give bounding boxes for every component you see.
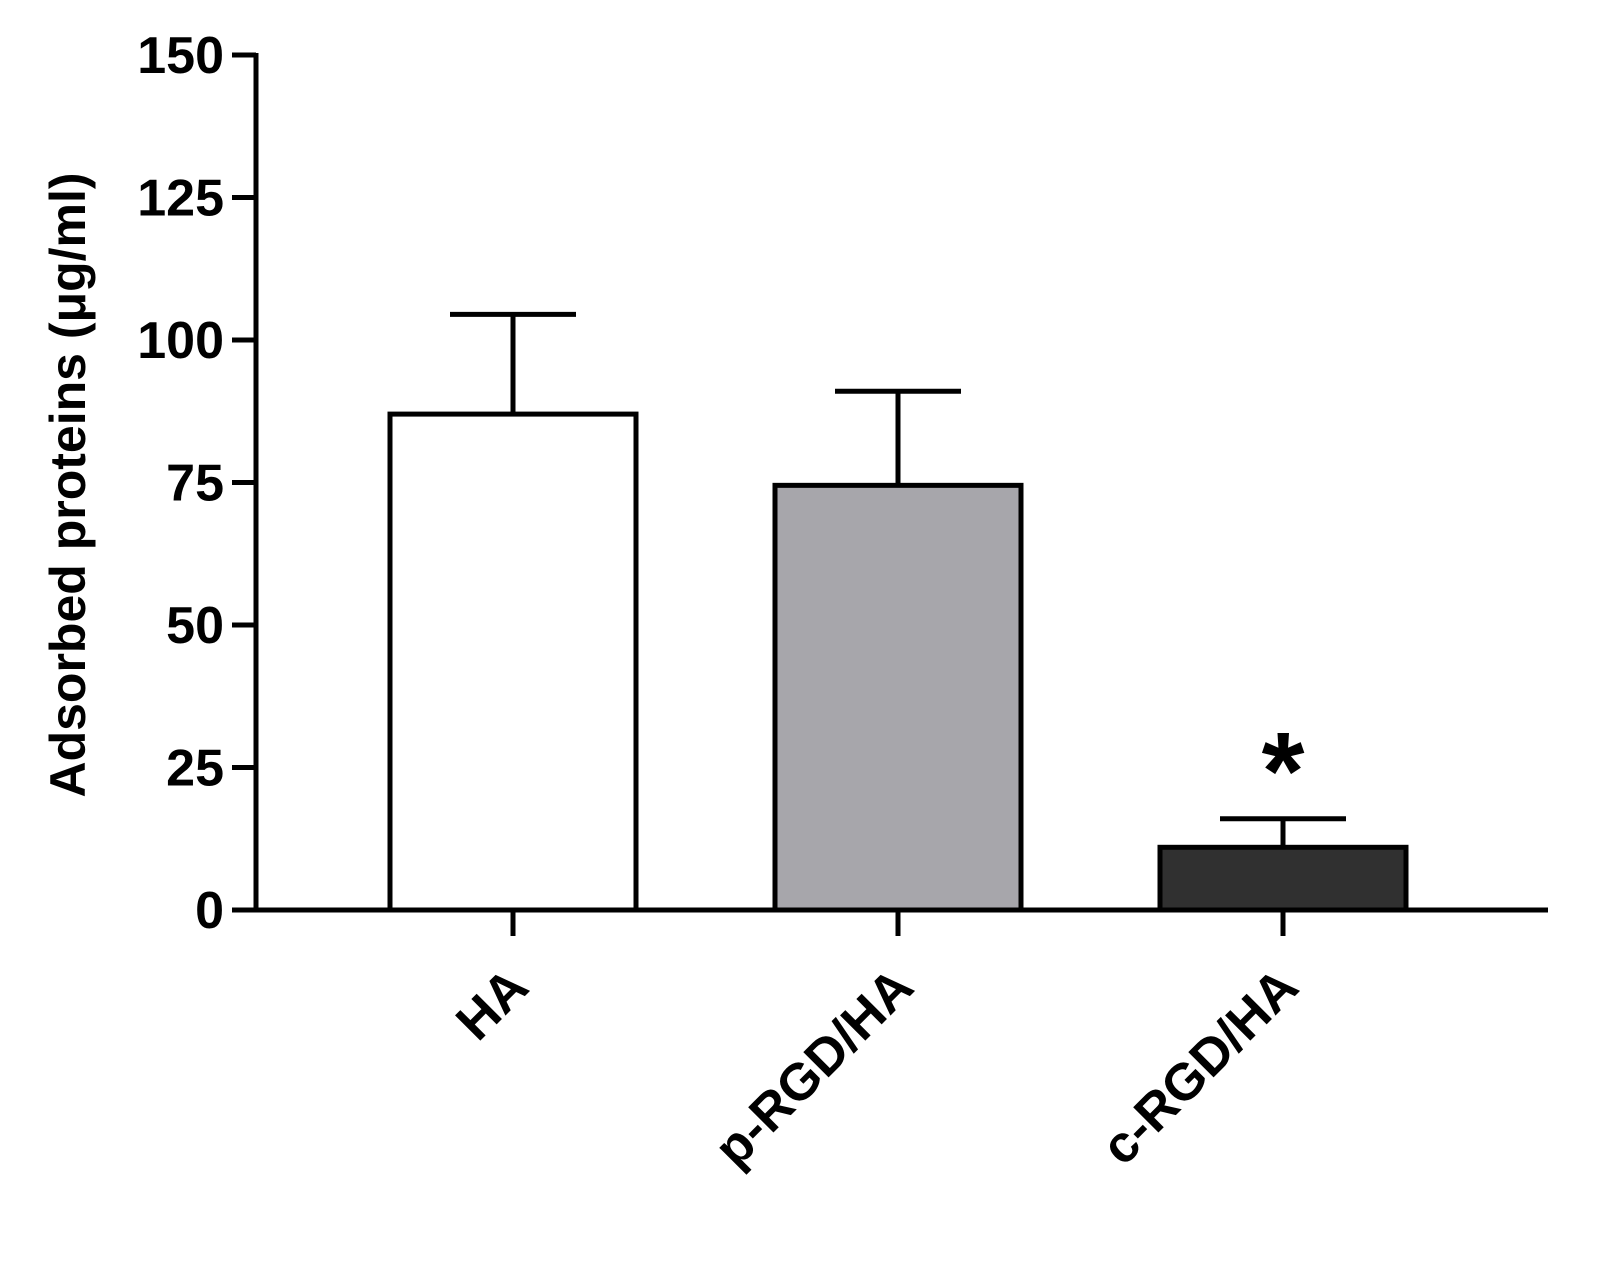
y-tick-label: 0 [195,882,224,940]
y-tick-label: 125 [137,170,224,228]
y-tick-label: 75 [166,455,224,513]
error-bars [450,311,1346,848]
significance-marker: * [1262,710,1305,833]
bar-p-rgd-ha [772,482,1024,913]
bar-c-rgd-ha [1157,844,1409,913]
y-axis-label: Adsorbed proteins (μg/ml) [40,172,96,797]
x-tick-label: HA [445,957,539,1051]
annotations: * [1262,710,1305,833]
bar-ha [387,411,639,913]
x-axis: HA p-RGD/HA c-RGD/HA [254,907,1548,1178]
y-tick-label: 25 [166,740,224,798]
x-tick-label: c-RGD/HA [1091,957,1310,1176]
y-tick-label: 150 [137,27,224,85]
y-tick-label: 50 [166,597,224,655]
y-axis: 0 25 50 75 100 125 150 [137,27,259,940]
bars [387,411,1409,913]
y-tick-label: 100 [137,312,224,370]
x-tick-label: p-RGD/HA [704,957,925,1178]
